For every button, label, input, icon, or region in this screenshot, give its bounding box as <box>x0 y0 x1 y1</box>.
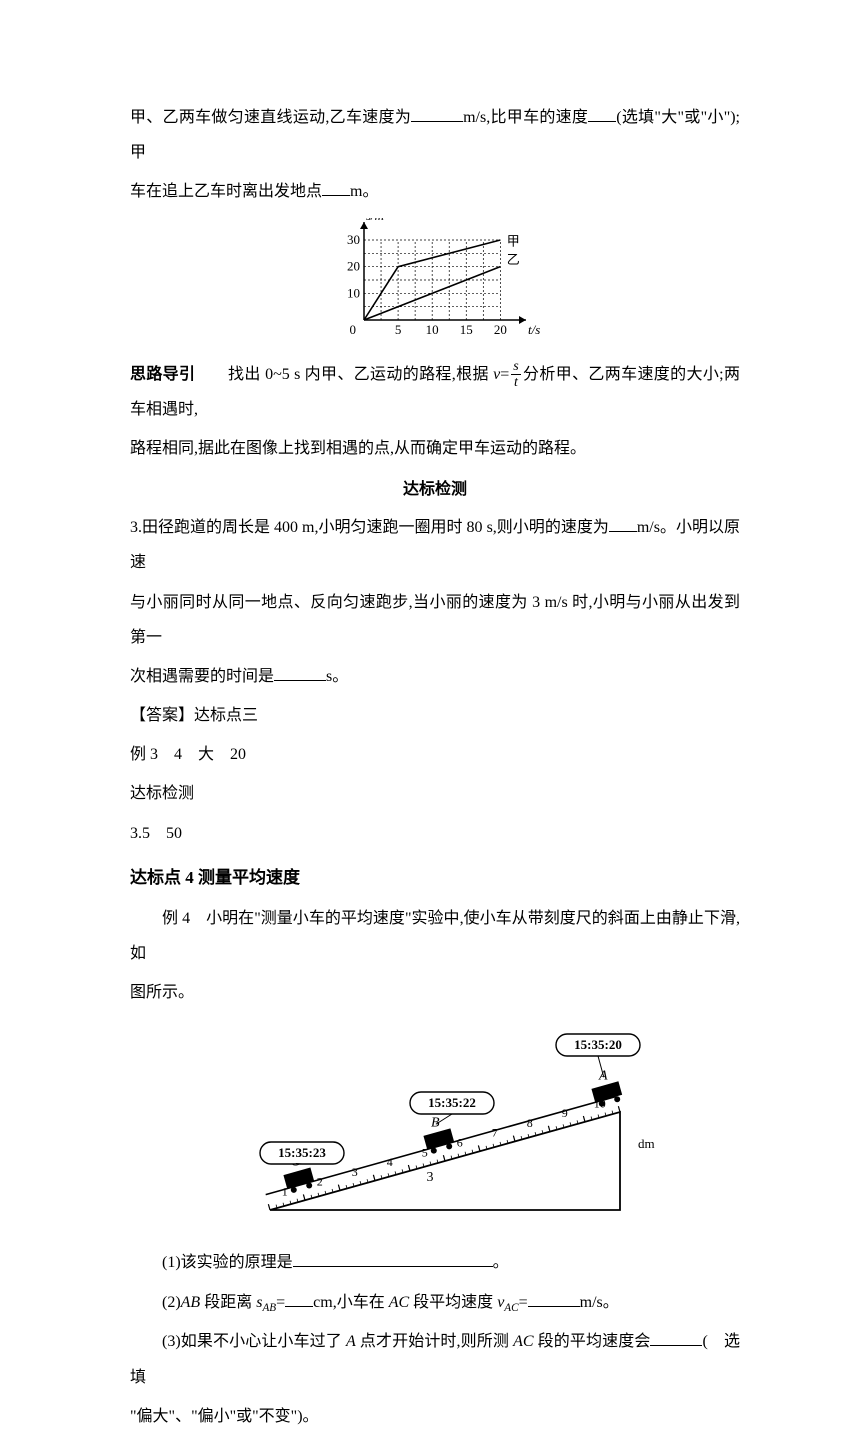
text: 段距离 <box>200 1294 256 1311</box>
dbd4-title: 达标点 4 测量平均速度 <box>130 861 740 895</box>
answers-title: 【答案】达标点三 <box>130 698 740 733</box>
text: m/s,比甲车的速度 <box>463 109 588 126</box>
ex4-line-2: 图所示。 <box>130 975 740 1010</box>
sub-q1: (1)该实验的原理是 。 <box>130 1245 740 1280</box>
line-chart: 10 20 30 5 10 15 20 0 s/m t/s 甲乙 <box>130 218 740 343</box>
blank <box>293 1249 493 1267</box>
svg-text:20: 20 <box>494 322 507 337</box>
svg-text:6: 6 <box>457 1136 463 1150</box>
text: 。 <box>493 1254 509 1271</box>
svg-text:7: 7 <box>492 1126 498 1140</box>
svg-text:15: 15 <box>460 322 473 337</box>
ramp-diagram: 12345678910dmC15:35:23B15:35:22A15:35:20 <box>130 1022 740 1227</box>
blank <box>274 663 326 681</box>
svg-text:s/m: s/m <box>366 218 384 223</box>
svg-text:8: 8 <box>527 1116 533 1130</box>
intro-line-2: 车在追上乙车时离出发地点 m。 <box>130 174 740 209</box>
text: 点才开始计时,则所测 <box>356 1333 513 1350</box>
var-v: v <box>497 1294 504 1311</box>
svg-text:10: 10 <box>426 322 439 337</box>
text: = <box>276 1294 285 1311</box>
sub-ac: AC <box>504 1302 518 1314</box>
frac-num: s <box>511 359 520 375</box>
blank <box>650 1328 702 1346</box>
silu-para-2: 路程相同,据此在图像上找到相遇的点,从而确定甲车运动的路程。 <box>130 431 740 466</box>
q3-line-3: 次相遇需要的时间是 s。 <box>130 659 740 694</box>
text: = <box>519 1294 528 1311</box>
answers-a3: 3.5 50 <box>130 816 740 851</box>
answers-dbjc: 达标检测 <box>130 776 740 811</box>
svg-text:20: 20 <box>347 258 360 273</box>
svg-text:4: 4 <box>387 1155 393 1169</box>
fraction: st <box>511 359 520 391</box>
var-a: A <box>346 1333 356 1350</box>
ex4-line-1: 例 4 小明在"测量小车的平均速度"实验中,使小车从带刻度尺的斜面上由静止下滑,… <box>130 901 740 971</box>
text: 段平均速度 <box>409 1294 497 1311</box>
text: 次相遇需要的时间是 <box>130 668 274 685</box>
svg-text:10: 10 <box>347 285 360 300</box>
sub-q3: (3)如果不小心让小车过了 A 点才开始计时,则所测 AC 段的平均速度会( 选… <box>130 1324 740 1394</box>
svg-text:9: 9 <box>562 1106 568 1120</box>
svg-text:5: 5 <box>395 322 402 337</box>
text: 甲、乙两车做匀速直线运动,乙车速度为 <box>130 109 411 126</box>
q3-line-2: 与小丽同时从同一地点、反向匀速跑步,当小丽的速度为 3 m/s 时,小明与小丽从… <box>130 585 740 655</box>
silu-para: 思路导引 找出 0~5 s 内甲、乙运动的路程,根据 v=st分析甲、乙两车速度… <box>130 357 740 427</box>
text: 3.田径跑道的周长是 400 m,小明匀速跑一圈用时 80 s,则小明的速度为 <box>130 519 609 536</box>
text: (1)该实验的原理是 <box>162 1254 293 1271</box>
svg-text:15:35:22: 15:35:22 <box>428 1095 476 1110</box>
svg-text:dm: dm <box>638 1136 655 1151</box>
dabiao-title: 达标检测 <box>130 474 740 506</box>
svg-text:乙: 乙 <box>507 252 520 267</box>
page-number: 3 <box>0 1170 860 1186</box>
text: (3)如果不小心让小车过了 <box>162 1333 346 1350</box>
text: (2) <box>162 1294 181 1311</box>
chart-svg: 10 20 30 5 10 15 20 0 s/m t/s 甲乙 <box>330 218 540 338</box>
frac-den: t <box>511 375 520 390</box>
svg-text:30: 30 <box>347 232 360 247</box>
blank <box>411 104 463 122</box>
svg-text:15:35:23: 15:35:23 <box>278 1145 326 1160</box>
sub-ab: AB <box>262 1302 276 1314</box>
sub-q3-line-2: "偏大"、"偏小"或"不变")。 <box>130 1399 740 1434</box>
text: cm,小车在 <box>313 1294 389 1311</box>
blank <box>285 1289 313 1307</box>
var-ab: AB <box>181 1294 201 1311</box>
svg-text:t/s: t/s <box>528 322 540 337</box>
blank <box>588 104 616 122</box>
text: 找出 0~5 s 内甲、乙运动的路程,根据 <box>195 366 493 383</box>
blank <box>322 178 350 196</box>
var-ac: AC <box>513 1333 533 1350</box>
text: m。 <box>350 183 378 200</box>
svg-text:0: 0 <box>350 322 357 337</box>
answers-block: 【答案】达标点三 例 3 4 大 20 达标检测 3.5 50 <box>130 698 740 851</box>
svg-text:15:35:20: 15:35:20 <box>574 1037 622 1052</box>
text: m/s。 <box>580 1294 619 1311</box>
svg-text:甲: 甲 <box>507 233 520 248</box>
text: 路程相同,据此在图像上找到相遇的点,从而确定甲车运动的路程。 <box>130 440 586 457</box>
ramp-svg: 12345678910dmC15:35:23B15:35:22A15:35:20 <box>200 1022 670 1222</box>
eq: = <box>500 366 509 383</box>
text: 车在追上乙车时离出发地点 <box>130 183 322 200</box>
silu-label: 思路导引 <box>130 366 195 383</box>
blank <box>528 1289 580 1307</box>
blank <box>609 514 637 532</box>
text: 段的平均速度会 <box>534 1333 651 1350</box>
intro-line-1: 甲、乙两车做匀速直线运动,乙车速度为m/s,比甲车的速度(选填"大"或"小");… <box>130 100 740 170</box>
q3-line-1: 3.田径跑道的周长是 400 m,小明匀速跑一圈用时 80 s,则小明的速度为m… <box>130 510 740 580</box>
var-ac: AC <box>389 1294 409 1311</box>
answers-ex3: 例 3 4 大 20 <box>130 737 740 772</box>
sub-q2: (2)AB 段距离 sAB=cm,小车在 AC 段平均速度 vAC=m/s。 <box>130 1285 740 1321</box>
text: s。 <box>326 668 348 685</box>
